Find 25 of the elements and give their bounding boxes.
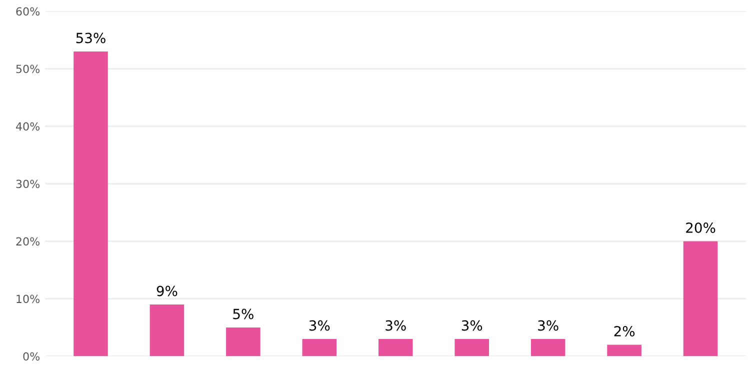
bar [302,339,337,356]
y-tick-label: 0% [23,352,40,361]
data-label: 3% [462,320,482,331]
y-tick-label: 30% [16,180,40,188]
data-label: 53% [76,32,106,44]
data-label: 3% [386,320,406,331]
bar [454,339,489,356]
y-tick-label: 20% [16,237,40,246]
y-tick-label: 40% [16,122,40,131]
data-label: 9% [156,286,178,296]
data-label: 3% [538,320,558,331]
bar [683,241,718,356]
bar [378,339,413,356]
bar [74,52,108,356]
y-tick-label: 60% [16,7,40,16]
y-tick-label: 10% [16,294,40,304]
data-label: 3% [309,320,330,331]
bar [226,328,260,356]
data-label: 2% [614,326,635,337]
y-tick-label: 50% [16,64,40,74]
bar [530,339,566,356]
data-label: 5% [233,308,254,320]
bar [607,344,642,356]
data-label: 20% [686,222,716,234]
bar [150,304,184,356]
